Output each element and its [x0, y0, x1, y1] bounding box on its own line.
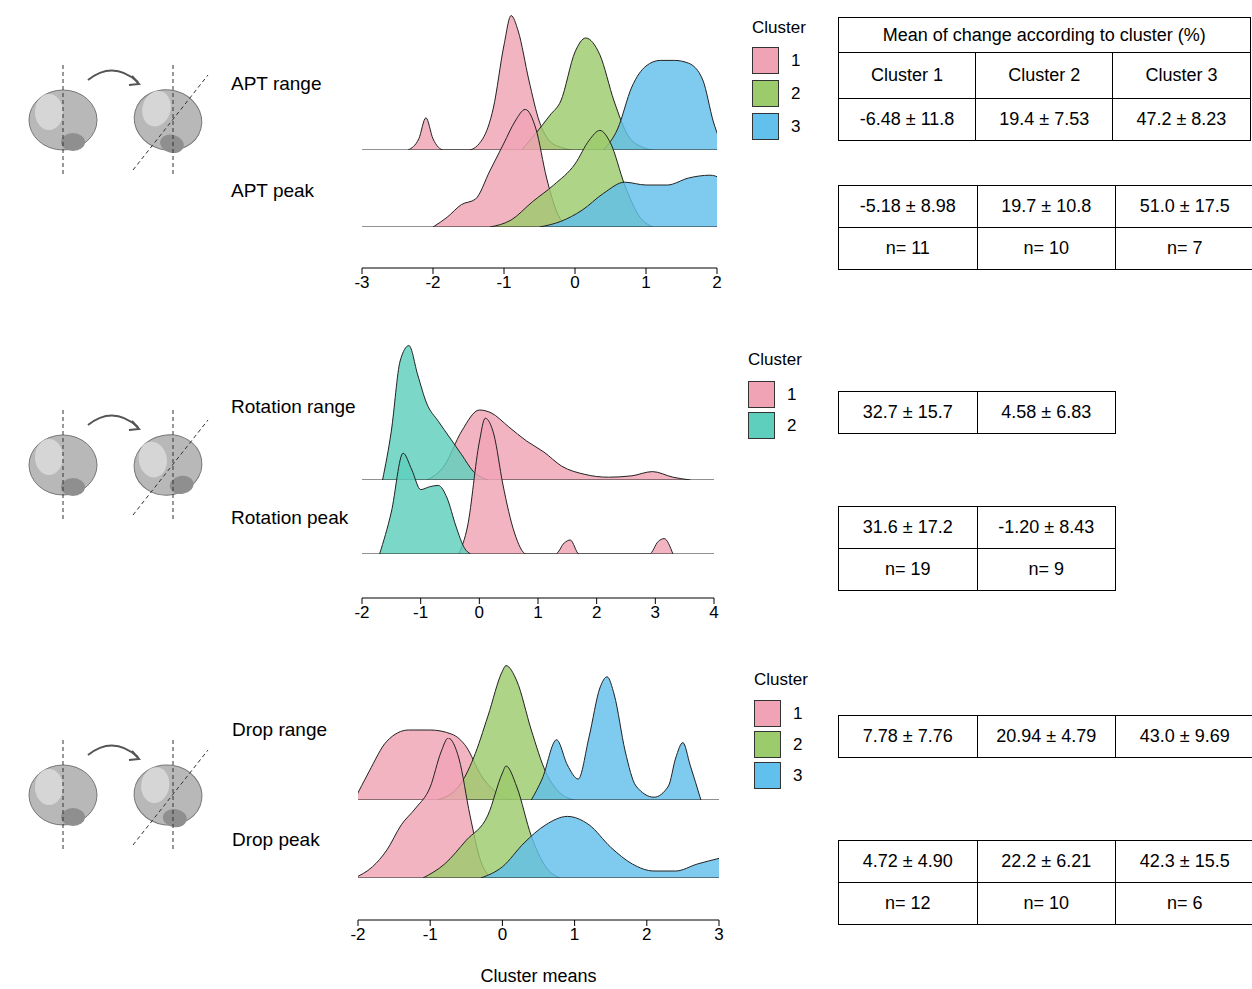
- html-text:19.7 ± 10.8: 19.7 ± 10.8: [1001, 196, 1092, 216]
- html-text:43.0 ± 9.69: 43.0 ± 9.69: [1139, 726, 1230, 746]
- svg-text:1: 1: [641, 273, 650, 292]
- svg-text:1: 1: [533, 603, 542, 622]
- html-text:2: 2: [791, 83, 801, 103]
- svg-text:3: 3: [714, 925, 723, 944]
- html-text:2: 2: [793, 734, 803, 754]
- html-text:Rotation peak: Rotation peak: [231, 507, 349, 528]
- html-text:2: 2: [787, 415, 797, 435]
- html-text:47.2 ± 8.23: 47.2 ± 8.23: [1136, 109, 1227, 129]
- html-text:1: 1: [787, 384, 797, 404]
- svg-text:2: 2: [642, 925, 651, 944]
- html-text:-5.18 ± 8.98: -5.18 ± 8.98: [859, 196, 956, 216]
- svg-text:2: 2: [592, 603, 601, 622]
- html-text:1: 1: [793, 703, 803, 723]
- html-text:n= 12: n= 12: [885, 893, 931, 913]
- svg-text:0: 0: [475, 603, 484, 622]
- html-text:n= 7: n= 7: [1167, 238, 1203, 258]
- html-text:4.72 ± 4.90: 4.72 ± 4.90: [862, 851, 953, 871]
- html-text:20.94 ± 4.79: 20.94 ± 4.79: [996, 726, 1097, 746]
- html-text:n= 19: n= 19: [885, 559, 931, 579]
- html-text:APT peak: APT peak: [231, 180, 315, 201]
- html-text:Drop peak: Drop peak: [232, 829, 320, 850]
- html-text:51.0 ± 17.5: 51.0 ± 17.5: [1139, 196, 1230, 216]
- html-text:7.78 ± 7.76: 7.78 ± 7.76: [862, 726, 953, 746]
- html-text:Cluster: Cluster: [754, 670, 808, 689]
- svg-text:2: 2: [712, 273, 721, 292]
- html-text:n= 9: n= 9: [1028, 559, 1064, 579]
- svg-text:-2: -2: [350, 925, 365, 944]
- svg-text:1: 1: [570, 925, 579, 944]
- html-text:Cluster: Cluster: [748, 350, 802, 369]
- html-text:Rotation range: Rotation range: [231, 396, 356, 417]
- html-text:32.7 ± 15.7: 32.7 ± 15.7: [862, 402, 953, 422]
- svg-text:0: 0: [570, 273, 579, 292]
- svg-text:-1: -1: [496, 273, 511, 292]
- svg-text:-3: -3: [354, 273, 369, 292]
- html-text:42.3 ± 15.5: 42.3 ± 15.5: [1139, 851, 1230, 871]
- svg-text:-2: -2: [425, 273, 440, 292]
- html-text:Cluster 3: Cluster 3: [1145, 65, 1218, 85]
- html-text:31.6 ± 17.2: 31.6 ± 17.2: [862, 517, 953, 537]
- html-text:4.58 ± 6.83: 4.58 ± 6.83: [1001, 402, 1092, 422]
- html-text:n= 11: n= 11: [885, 238, 930, 258]
- svg-text:-1: -1: [413, 603, 428, 622]
- html-text:n= 6: n= 6: [1167, 893, 1203, 913]
- svg-text:-2: -2: [354, 603, 369, 622]
- html-text:-1.20 ± 8.43: -1.20 ± 8.43: [998, 517, 1095, 537]
- svg-text:0: 0: [498, 925, 507, 944]
- svg-text:-1: -1: [423, 925, 438, 944]
- html-text:1: 1: [791, 50, 801, 70]
- html-text:n= 10: n= 10: [1023, 893, 1069, 913]
- html-text:n= 10: n= 10: [1023, 238, 1069, 258]
- html-text:3: 3: [791, 116, 801, 136]
- html-text:Cluster means: Cluster means: [480, 966, 597, 986]
- html-text:Mean of change according to cl: Mean of change according to cluster (%): [882, 24, 1206, 45]
- html-text:3: 3: [793, 765, 803, 785]
- html-text:Cluster: Cluster: [752, 18, 806, 37]
- svg-text:4: 4: [709, 603, 718, 622]
- html-text:19.4 ± 7.53: 19.4 ± 7.53: [999, 109, 1090, 129]
- html-text:22.2 ± 6.21: 22.2 ± 6.21: [1001, 851, 1092, 871]
- html-text:Drop range: Drop range: [232, 719, 328, 740]
- html-text:APT range: APT range: [231, 73, 322, 94]
- html-text:Cluster 2: Cluster 2: [1008, 65, 1081, 85]
- svg-text:3: 3: [651, 603, 660, 622]
- html-text:-6.48 ± 11.8: -6.48 ± 11.8: [859, 109, 955, 129]
- html-text:Cluster 1: Cluster 1: [871, 65, 944, 85]
